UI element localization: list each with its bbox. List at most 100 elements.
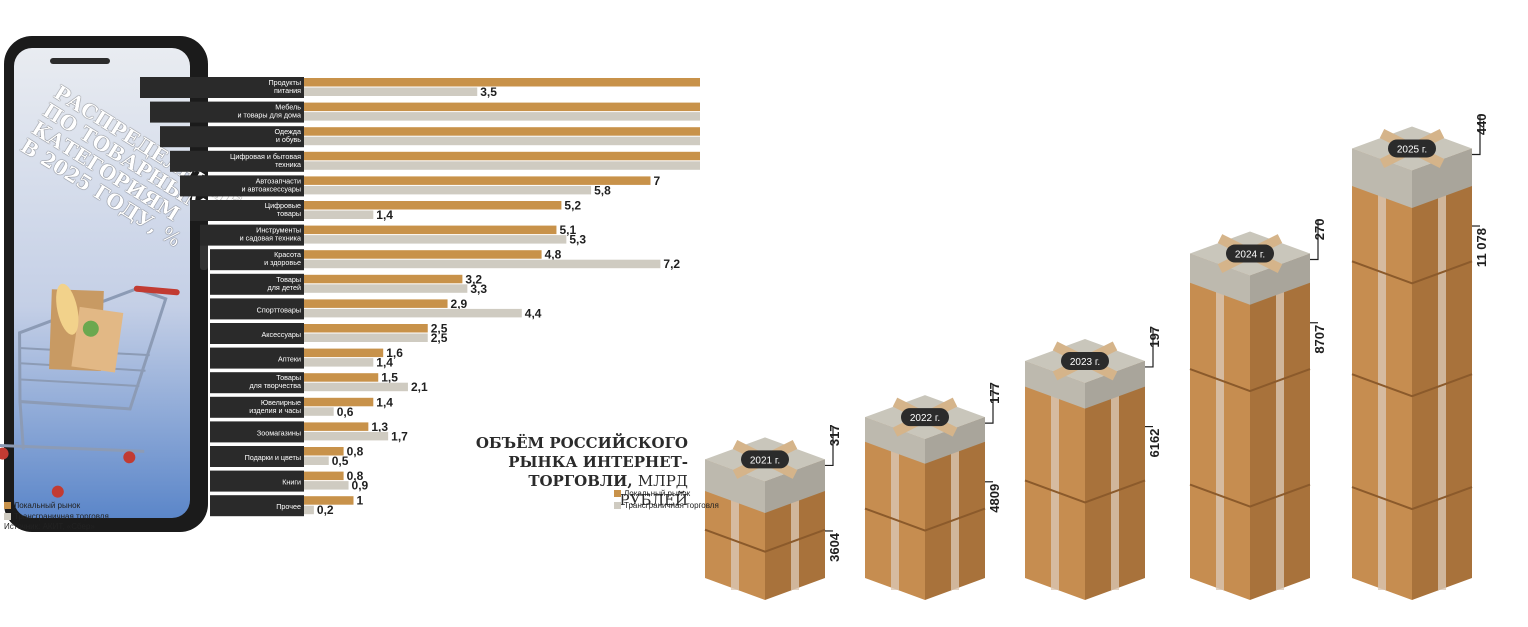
category-label-band (170, 150, 304, 172)
bar-label-local: 7 (654, 174, 661, 188)
tower-lid-left (1190, 253, 1250, 305)
box-seam (1189, 483, 1311, 508)
tower-lid-left (1025, 360, 1085, 409)
category-label-band (210, 249, 304, 271)
leader-line-cross (825, 426, 834, 467)
value-label-local: 11 078 (1474, 228, 1489, 267)
category-label: для творчества (249, 381, 301, 390)
tower-lid-right (925, 417, 985, 464)
category-label: Аксессуары (262, 330, 301, 339)
bar-cross (304, 161, 700, 170)
category-label: Одежда (274, 127, 301, 136)
category-label: Книги (282, 478, 301, 487)
right-title-line-1: Объём российского (475, 434, 688, 452)
category-label: и автоаксессуары (241, 184, 301, 193)
bar-label-local: 3,2 (465, 272, 482, 286)
year-pill (1388, 139, 1436, 158)
bar-cross (304, 456, 329, 465)
category-label-band (210, 421, 304, 443)
tape-stripe (1438, 159, 1446, 590)
bar-row: Прочее 1 0,2 (210, 494, 364, 517)
right-title-line-3-text: торговли, (528, 472, 633, 490)
bar-cross (304, 87, 478, 96)
tape-stripe (731, 470, 739, 590)
category-label-band (190, 200, 304, 221)
category-label-band (210, 323, 304, 344)
value-label-cross: 440 (1474, 113, 1489, 135)
category-label-band (160, 126, 304, 148)
right-title-line-3: торговли, млрд рублей (460, 472, 688, 510)
tower-lid-left (1352, 148, 1412, 209)
category-label: Продукты (269, 78, 301, 87)
bar-cross (304, 235, 567, 244)
bar-row: Аксессуары 2,52,5 (210, 322, 448, 345)
bar-local (304, 102, 700, 112)
bar-label-local: 1,6 (386, 346, 403, 360)
bar-label-local: 1,3 (371, 420, 388, 434)
bar-cross (304, 185, 592, 195)
bar-row: Спорттовары 2,9 4,4 (210, 297, 542, 320)
tower-lid-right (765, 459, 825, 513)
right-legend-label-local: Локальный рынок (624, 489, 691, 498)
bar-label-local: 0,8 (347, 445, 364, 459)
phone-illustration (0, 36, 208, 532)
bar-label-local: 1 (357, 494, 364, 508)
bar-label-local: 5,1 (559, 223, 576, 237)
bar-cross (304, 210, 374, 219)
right-legend-swatch-local (614, 490, 621, 497)
category-label-band (210, 470, 304, 492)
bar-local (304, 496, 354, 505)
bar-local (304, 250, 542, 259)
left-legend: Локальный рынок Трансграничная торговля (4, 500, 109, 522)
category-label: Товары (276, 373, 301, 382)
bar-label-cross: 3,3 (470, 282, 487, 296)
value-label-cross: 270 (1312, 219, 1327, 241)
bar-local (304, 324, 428, 333)
bar-cross (304, 505, 314, 515)
category-label: Товары (276, 275, 301, 284)
bar-cross (304, 112, 700, 121)
bar-local (304, 422, 369, 431)
bar-label-local: 0,8 (347, 469, 364, 483)
box-seam (1351, 373, 1473, 398)
bar-label-local: 5,2 (564, 199, 581, 213)
category-label: Зоомагазины (257, 428, 301, 437)
legend-item-local: Локальный рынок (4, 500, 109, 511)
legend-label-local: Локальный рынок (14, 501, 81, 510)
category-label-band (150, 101, 304, 123)
leader-line-cross (1310, 220, 1319, 261)
category-label: Цифровая и бытовая (230, 152, 301, 161)
bar-row: Аптеки 1,61,4 (210, 346, 403, 370)
bar-label-local: 4,8 (545, 248, 562, 262)
bar-label-cross: 2,5 (431, 331, 448, 345)
tape-stripe (1276, 264, 1284, 590)
category-label: Мебель (275, 103, 301, 112)
tower-lid-right (1085, 360, 1145, 409)
box-seam (1024, 479, 1146, 504)
right-legend: Локальный рынок Трансграничная торговля (614, 488, 719, 512)
bar-label-cross: 3,5 (480, 85, 497, 99)
bar-row: Продуктыпитания19,43,5 (140, 77, 700, 99)
value-label-cross: 197 (1147, 326, 1162, 348)
bar-label-local: 2,9 (451, 297, 468, 311)
box-seam (704, 528, 826, 553)
right-legend-item-local: Локальный рынок (614, 488, 719, 500)
bar-label-cross: 5,3 (569, 233, 586, 247)
category-label: и товары для дома (237, 111, 301, 120)
legend-label-cross: Трансграничная торговля (14, 512, 109, 521)
right-chart-title: Объём российского рынка интернет- торгов… (460, 434, 688, 510)
bar-local (304, 176, 651, 185)
bar-local (304, 78, 700, 87)
bar-label-cross: 0,2 (317, 503, 334, 517)
bar-local (304, 471, 344, 481)
category-label: для детей (268, 283, 301, 292)
year-pill (901, 408, 949, 427)
